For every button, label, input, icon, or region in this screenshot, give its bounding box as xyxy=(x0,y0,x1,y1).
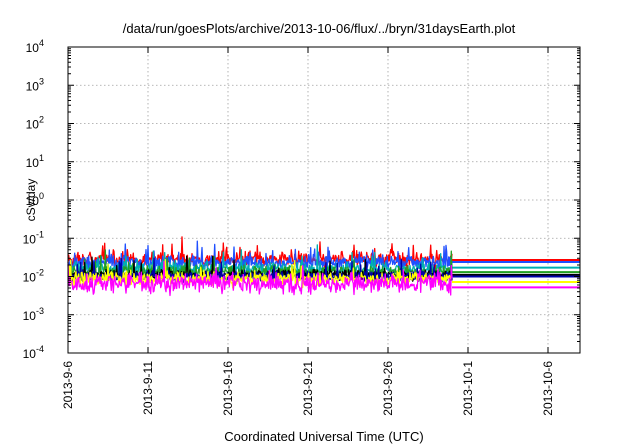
chart-title: /data/run/goesPlots/archive/2013-10-06/f… xyxy=(123,21,516,36)
y-tick-label: 10-1 xyxy=(23,229,44,246)
series-line xyxy=(67,257,453,284)
y-tick-label: 104 xyxy=(26,38,44,55)
x-tick-label: 2013-9-21 xyxy=(301,361,315,416)
plot-frame xyxy=(67,46,581,354)
y-tick-label: 100 xyxy=(26,191,44,208)
x-tick-label: 2013-9-16 xyxy=(221,361,235,416)
x-tick-label: 2013-10-6 xyxy=(541,361,555,416)
y-tick-label: 10-3 xyxy=(23,306,44,323)
series-line xyxy=(67,260,453,297)
y-tick-label: 10-2 xyxy=(23,268,44,285)
x-tick-label: 2013-10-1 xyxy=(461,361,475,416)
x-axis-label: Coordinated Universal Time (UTC) xyxy=(224,429,423,444)
y-tick-label: 102 xyxy=(26,115,44,132)
x-tick-label: 2013-9-11 xyxy=(141,361,155,415)
x-tick-label: 2013-9-6 xyxy=(61,361,75,409)
y-tick-label: 103 xyxy=(26,76,44,93)
y-tick-label: 10-4 xyxy=(23,344,44,361)
y-axis-label: cSv/day xyxy=(24,179,38,222)
series-layer xyxy=(67,236,580,297)
y-tick-label: 101 xyxy=(26,153,44,170)
x-tick-label: 2013-9-26 xyxy=(381,361,395,416)
